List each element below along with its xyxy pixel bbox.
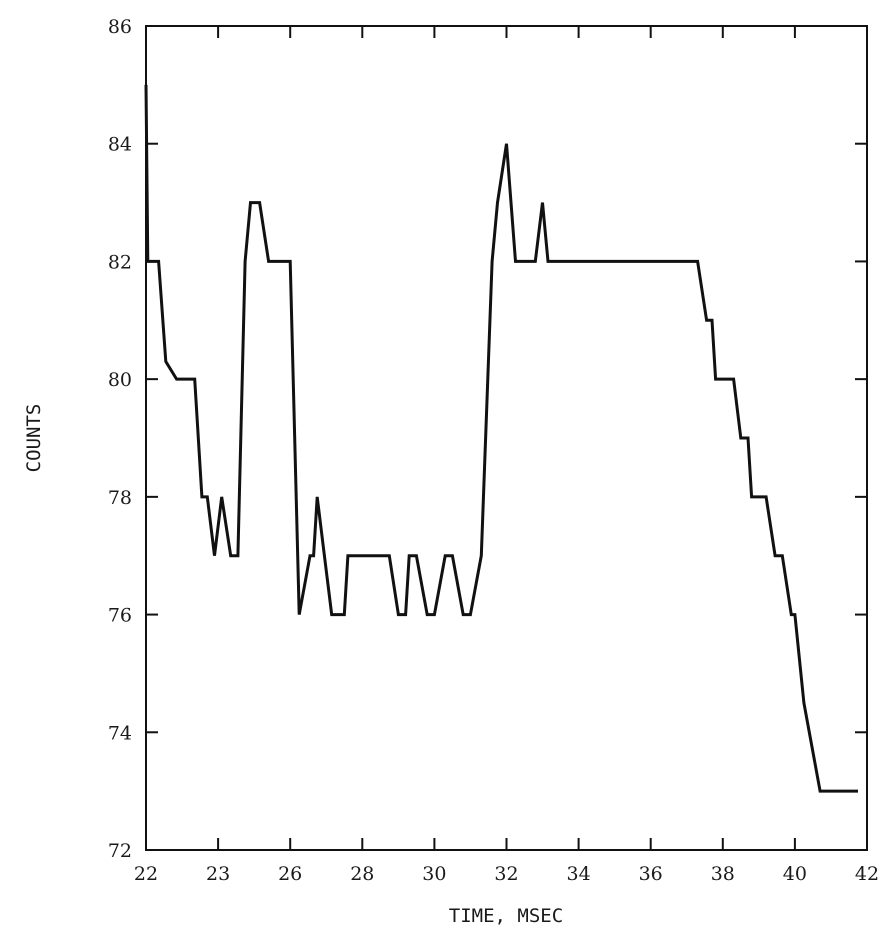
y-tick-label: 72: [108, 840, 132, 862]
y-tick-label: 86: [108, 16, 132, 38]
y-tick-label: 84: [108, 134, 132, 156]
y-tick-label: 82: [108, 251, 132, 273]
x-tick-label: 26: [278, 863, 302, 885]
x-tick-label: 28: [350, 863, 374, 885]
x-tick-label: 22: [134, 863, 158, 885]
x-tick-label: 32: [494, 863, 518, 885]
y-axis-tick-labels: 72 74 76 78 80 82 84 86: [108, 16, 132, 862]
x-axis-ticks: [145, 26, 868, 850]
x-tick-label: 40: [783, 863, 807, 885]
x-tick-label: 42: [855, 863, 879, 885]
y-axis-title: COUNTS: [23, 404, 45, 473]
y-tick-label: 80: [108, 369, 132, 391]
series-line: [144, 84, 858, 793]
x-tick-label: 38: [711, 863, 735, 885]
x-tick-label: 36: [639, 863, 663, 885]
y-tick-label: 76: [108, 605, 132, 627]
x-axis-tick-labels: 22 23 26 28 30 32 34 36 38 40 42: [134, 863, 879, 885]
x-tick-label: 34: [567, 863, 591, 885]
x-tick-label: 30: [422, 863, 446, 885]
y-tick-label: 74: [108, 722, 132, 744]
x-axis-title: TIME, MSEC: [449, 905, 563, 927]
y-tick-label: 78: [108, 487, 132, 509]
x-tick-label: 23: [206, 863, 230, 885]
